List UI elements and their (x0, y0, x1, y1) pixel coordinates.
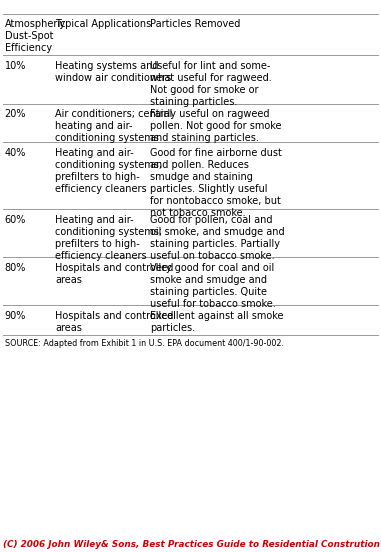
Text: Heating and air-
conditioning systems;
prefilters to high-
efficiency cleaners: Heating and air- conditioning systems; p… (55, 148, 162, 194)
Text: Heating systems and
window air conditioners: Heating systems and window air condition… (55, 61, 171, 83)
Text: Excellent against all smoke
particles.: Excellent against all smoke particles. (150, 311, 284, 333)
Text: Hospitals and controlled
areas: Hospitals and controlled areas (55, 311, 174, 333)
Text: Heating and air-
conditioning systems;
prefilters to high-
efficiency cleaners: Heating and air- conditioning systems; p… (55, 215, 162, 261)
Text: Hospitals and controlled
areas: Hospitals and controlled areas (55, 263, 174, 285)
Text: Particles Removed: Particles Removed (150, 19, 241, 29)
Text: Very good for coal and oil
smoke and smudge and
staining particles. Quite
useful: Very good for coal and oil smoke and smu… (150, 263, 276, 309)
Text: Good for pollen, coal and
oil smoke, and smudge and
staining particles. Partiall: Good for pollen, coal and oil smoke, and… (150, 215, 285, 261)
Text: 80%: 80% (5, 263, 26, 273)
Text: 10%: 10% (5, 61, 26, 71)
Text: 20%: 20% (5, 109, 26, 119)
Text: Typical Applications: Typical Applications (55, 19, 152, 29)
Text: SOURCE: Adapted from Exhibit 1 in U.S. EPA document 400/1-90-002.: SOURCE: Adapted from Exhibit 1 in U.S. E… (5, 339, 283, 348)
Text: (C) 2006 John Wiley& Sons, Best Practices Guide to Residential Constrution: (C) 2006 John Wiley& Sons, Best Practice… (3, 540, 380, 549)
Text: Air conditioners; central
heating and air-
conditioning systems: Air conditioners; central heating and ai… (55, 109, 173, 143)
Text: Good for fine airborne dust
and pollen. Reduces
smudge and staining
particles. S: Good for fine airborne dust and pollen. … (150, 148, 282, 218)
Text: Atmospheric
Dust-Spot
Efficiency: Atmospheric Dust-Spot Efficiency (5, 19, 66, 54)
Text: 60%: 60% (5, 215, 26, 225)
Text: Useful for lint and some-
what useful for ragweed.
Not good for smoke or
stainin: Useful for lint and some- what useful fo… (150, 61, 272, 107)
Text: Fairly useful on ragweed
pollen. Not good for smoke
and staining particles.: Fairly useful on ragweed pollen. Not goo… (150, 109, 282, 143)
Text: 40%: 40% (5, 148, 26, 158)
Text: 90%: 90% (5, 311, 26, 321)
